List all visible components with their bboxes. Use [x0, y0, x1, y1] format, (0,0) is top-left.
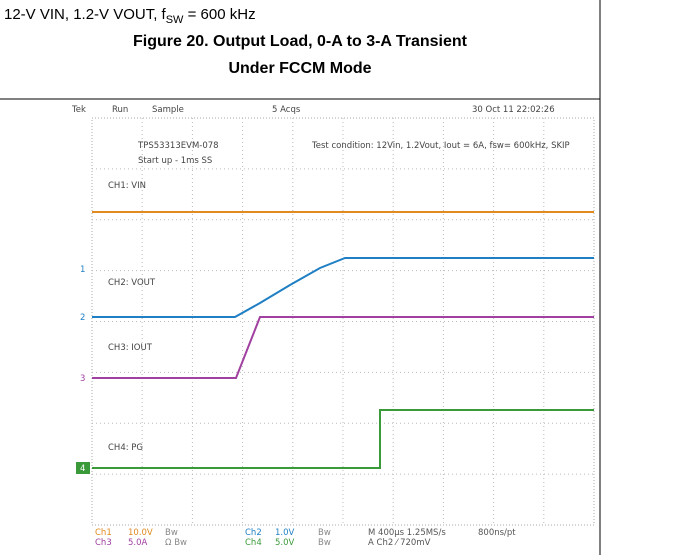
marker: 1 — [80, 265, 85, 275]
condition-text: 12-V VIN, 1.2-V VOUT, f — [4, 6, 166, 23]
condition-sub: SW — [165, 14, 184, 26]
caption: Figure 20. Output Load, 0-A to 3-A Trans… — [133, 33, 467, 50]
footer-text: Bw — [318, 538, 331, 548]
note: TPS53313EVM-078 — [137, 141, 219, 151]
footer-text: 1.0V — [275, 528, 295, 538]
status: 30 Oct 11 22:02:26 — [472, 105, 555, 115]
footer-text: Ch4 — [245, 538, 262, 548]
note: Start up - 1ms SS — [138, 156, 212, 166]
caption: Under FCCM Mode — [228, 60, 372, 77]
marker: 3 — [80, 374, 85, 384]
footer-text: Ch1 — [95, 528, 112, 538]
footer-text: 10.0V — [128, 528, 153, 538]
condition: 12-V VIN, 1.2-V VOUT, fSW = 600 kHz — [4, 6, 256, 26]
footer-text: A Ch2 ⁄ 720mV — [368, 538, 431, 548]
condition-tail: = 600 kHz — [183, 6, 256, 23]
grid — [92, 118, 594, 525]
status: Run — [112, 105, 128, 115]
marker: 2 — [80, 313, 85, 323]
status: Sample — [152, 105, 184, 115]
trace-ch2 — [92, 257, 594, 318]
footer-text: Bw — [318, 528, 331, 538]
footer: Ch1 10.0V Bw Ch2 1.0V Bw M 400µs 1.25MS/s 800ns… — [95, 528, 516, 548]
channel-label: CH4: PG — [108, 443, 143, 453]
channel-label: CH3: IOUT — [108, 343, 153, 353]
note: Test condition: 12Vin, 1.2Vout, Iout = 6… — [311, 141, 570, 151]
channel-label: CH1: VIN — [108, 181, 146, 191]
footer-text: M 400µs 1.25MS/s — [368, 528, 446, 538]
grid-frame — [91, 117, 595, 526]
channel-label: CH2: VOUT — [108, 278, 156, 288]
footer-text: 5.0A — [128, 538, 148, 548]
status: Tek — [71, 105, 86, 115]
footer-text: 800ns/pt — [478, 528, 516, 538]
status: 5 Acqs — [272, 105, 301, 115]
footer-text: Ω Bw — [165, 538, 187, 548]
footer-text: Ch3 — [95, 538, 112, 548]
traces — [92, 211, 594, 469]
marker: 4 — [80, 464, 85, 474]
trace-ch4 — [92, 409, 594, 469]
footer-text: Ch2 — [245, 528, 262, 538]
trace-ch3 — [92, 316, 594, 379]
footer-text: Bw — [165, 528, 178, 538]
marker-box — [76, 462, 90, 474]
footer-text: 5.0V — [275, 538, 295, 548]
